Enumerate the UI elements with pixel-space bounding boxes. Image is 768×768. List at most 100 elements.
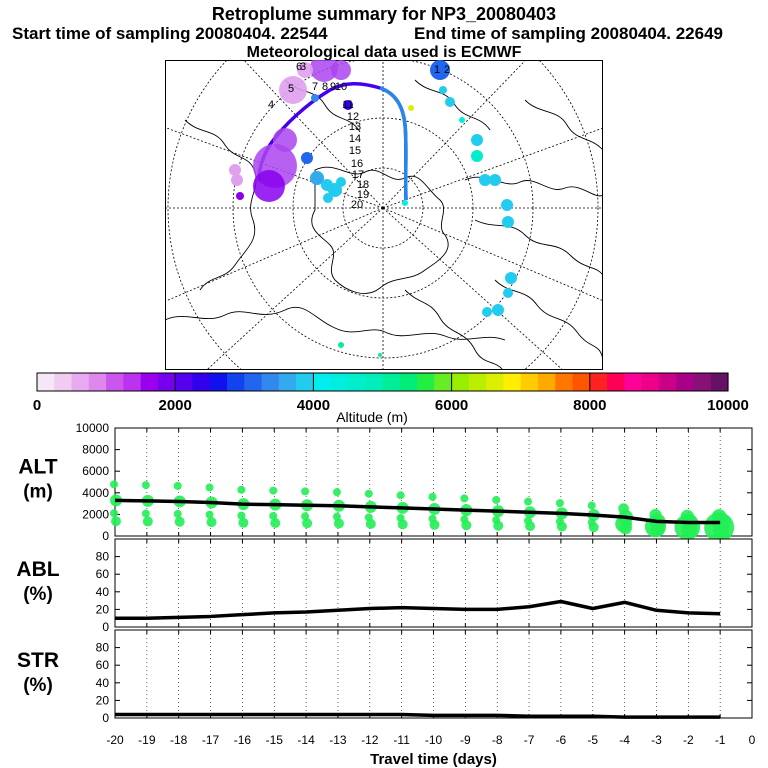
x-tick-label: -6 bbox=[556, 733, 567, 747]
colorbar-cell bbox=[399, 373, 418, 391]
alt-plume-circle bbox=[619, 521, 632, 535]
alt-y-tick-label: 6000 bbox=[82, 464, 109, 478]
alt-plume-circle bbox=[174, 516, 185, 527]
map-frame bbox=[165, 60, 603, 370]
colorbar-cell bbox=[278, 373, 297, 391]
colorbar-tick-label: 0 bbox=[33, 397, 41, 414]
alt-plume-circle bbox=[493, 520, 504, 531]
plume-circles bbox=[229, 60, 517, 357]
alt-plume-circle bbox=[206, 517, 217, 528]
abl-y-tick-label: 20 bbox=[96, 602, 110, 616]
day-label: 7 bbox=[312, 81, 318, 93]
colorbar-cell bbox=[330, 373, 349, 391]
colorbar-cell bbox=[468, 373, 487, 391]
day-label: 4 bbox=[268, 99, 274, 111]
end-time-label: End time of sampling 20080404. 22649 bbox=[414, 24, 723, 43]
day-label: 6 bbox=[296, 61, 302, 73]
x-tick-label: -12 bbox=[361, 733, 379, 747]
alt-panel-label: ALT bbox=[18, 455, 57, 478]
alt-plume-circle bbox=[587, 501, 596, 510]
alt-plume-circle bbox=[525, 521, 536, 532]
colorbar-cell bbox=[106, 373, 124, 391]
colorbar-cell bbox=[347, 373, 366, 391]
chart-title: Retroplume summary for NP3_20080403 bbox=[211, 4, 557, 24]
colorbar-cell bbox=[175, 373, 194, 391]
colorbar-tick-label: 4000 bbox=[297, 397, 330, 414]
str-y-tick-label: 40 bbox=[96, 676, 110, 690]
day-label: 14 bbox=[349, 133, 361, 145]
alt-plume-circle bbox=[141, 509, 150, 518]
x-tick-label: 0 bbox=[749, 733, 756, 747]
colorbar-cell bbox=[37, 373, 55, 391]
alt-plume-circle bbox=[556, 521, 567, 532]
colorbar-cell bbox=[572, 373, 591, 391]
trajectory-path-tail bbox=[379, 86, 408, 201]
colorbar-label: Altitude (m) bbox=[336, 409, 408, 425]
colorbar-cell bbox=[227, 373, 245, 391]
str-series-line bbox=[115, 712, 721, 719]
day-label: 16 bbox=[351, 158, 363, 170]
alt-plume-circle bbox=[681, 522, 697, 539]
day-label: 13 bbox=[349, 121, 361, 133]
day-label: 5 bbox=[288, 83, 294, 95]
alt-plume-circle bbox=[238, 517, 249, 528]
day-label: 11 bbox=[342, 99, 353, 111]
alt-plume-circle bbox=[141, 481, 150, 490]
x-tick-label: -2 bbox=[683, 733, 694, 747]
colorbar-tick-label: 6000 bbox=[435, 397, 468, 414]
colorbar-cell bbox=[192, 373, 211, 391]
alt-plume-circle bbox=[365, 518, 376, 529]
alt-plume-circle bbox=[173, 509, 182, 518]
x-tick-label: -17 bbox=[202, 733, 220, 747]
alt-plume-circle bbox=[237, 511, 246, 520]
alt-y-tick-label: 2000 bbox=[82, 507, 109, 521]
str-y-tick-label: 60 bbox=[96, 658, 110, 672]
x-tick-label: -9 bbox=[460, 733, 471, 747]
alt-y-tick-label: 0 bbox=[102, 529, 109, 543]
abl-y-tick-label: 40 bbox=[96, 585, 110, 599]
colorbar-cell bbox=[313, 373, 332, 391]
colorbar-cell bbox=[244, 373, 263, 391]
day-label: 10 bbox=[335, 81, 347, 93]
alt-plume-circle bbox=[396, 491, 405, 500]
colorbar-cell bbox=[503, 373, 522, 391]
colorbar-cell bbox=[71, 373, 90, 391]
start-time-label: Start time of sampling 20080404. 22544 bbox=[12, 24, 328, 43]
colorbar-cell bbox=[537, 373, 556, 391]
x-tick-label: -3 bbox=[651, 733, 662, 747]
day-label: 12 bbox=[347, 111, 359, 123]
colorbar-cell bbox=[417, 373, 435, 391]
abl-y-tick-label: 80 bbox=[96, 550, 110, 564]
colorbar-cell bbox=[123, 373, 142, 391]
x-tick-label: -14 bbox=[297, 733, 315, 747]
colorbar-cell bbox=[710, 373, 729, 391]
colorbar-cell bbox=[676, 373, 695, 391]
day-label: 2 bbox=[444, 64, 450, 76]
colorbar-cell bbox=[555, 373, 574, 391]
str-y-tick-label: 80 bbox=[96, 641, 110, 655]
x-tick-label: -18 bbox=[170, 733, 188, 747]
colorbar-cell bbox=[658, 373, 677, 391]
x-axis-label: Travel time (days) bbox=[370, 751, 497, 768]
colorbar-cell bbox=[434, 373, 453, 391]
colorbar-cell bbox=[157, 373, 176, 391]
alt-plume-circle bbox=[302, 518, 313, 529]
day-label: 19 bbox=[357, 189, 369, 201]
alt-plume-circle bbox=[332, 488, 341, 497]
x-tick-label: -10 bbox=[425, 733, 443, 747]
alt-plume-circle bbox=[111, 516, 121, 527]
x-tick-label: -19 bbox=[138, 733, 156, 747]
colorbar-cell bbox=[382, 373, 401, 391]
day-label: 9 bbox=[330, 81, 336, 93]
alt-plume-circle bbox=[237, 485, 246, 494]
alt-plume-circle bbox=[364, 489, 373, 498]
day-label: 17 bbox=[352, 169, 364, 181]
time-series-panels: 0200040006000800010000ALT(m)020406080ABL… bbox=[16, 422, 756, 768]
alt-plume-circle bbox=[269, 486, 278, 495]
abl-panel-label: ABL bbox=[16, 558, 59, 581]
x-tick-label: -11 bbox=[393, 733, 410, 747]
alt-plume-circle bbox=[429, 519, 440, 530]
colorbar-cell bbox=[54, 373, 73, 391]
alt-plume-circle bbox=[110, 480, 118, 489]
